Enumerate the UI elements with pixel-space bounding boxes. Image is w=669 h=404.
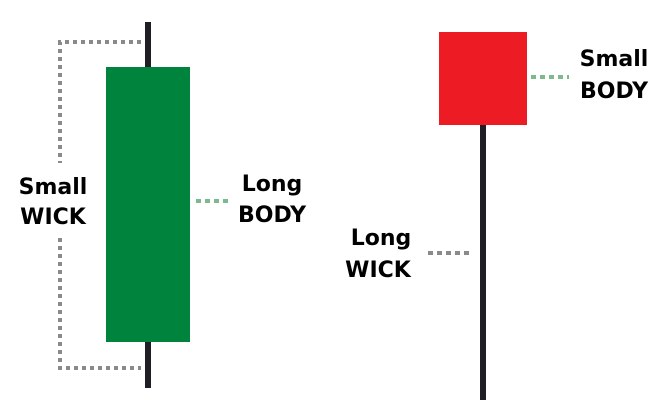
right-wick-label-line1: Long bbox=[351, 226, 412, 251]
right-candle-body bbox=[439, 32, 527, 125]
right-body-label-line2: BODY bbox=[580, 79, 649, 104]
left-body-label-line1: Long bbox=[242, 172, 303, 197]
left-candle: Small WICK Long BODY bbox=[19, 22, 307, 388]
left-wick-label-line1: Small bbox=[19, 175, 88, 200]
left-body-label-line2: BODY bbox=[238, 203, 307, 228]
left-candle-body bbox=[106, 67, 190, 342]
right-body-label-line1: Small bbox=[580, 47, 649, 72]
left-candle-wick-bracket-top bbox=[58, 40, 141, 163]
left-wick-label-line2: WICK bbox=[20, 205, 87, 230]
left-candle-wick-bracket-bottom bbox=[58, 238, 141, 370]
right-wick-label-line2: WICK bbox=[345, 258, 412, 283]
right-candle: Small BODY Long WICK bbox=[345, 32, 649, 400]
